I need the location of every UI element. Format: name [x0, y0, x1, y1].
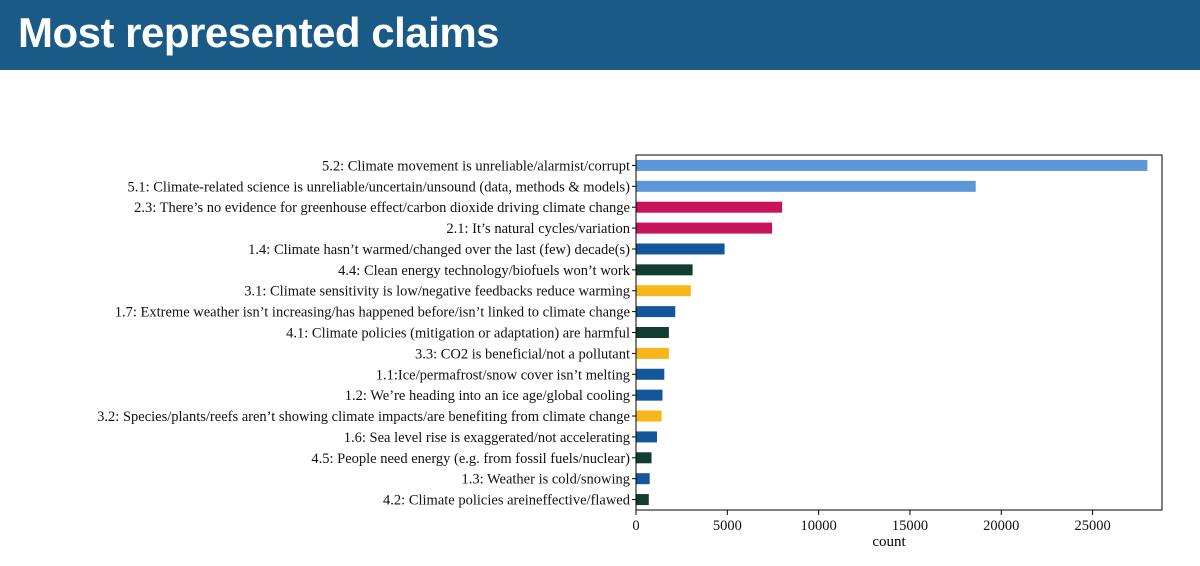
bar [636, 410, 662, 422]
bar [636, 264, 693, 276]
bar [636, 306, 676, 318]
bar [636, 452, 652, 464]
x-tick-label: 0 [632, 518, 639, 534]
category-label: 1.4: Climate hasn’t warmed/changed over … [248, 242, 630, 258]
category-label: 2.1: It’s natural cycles/variation [446, 221, 630, 237]
x-axis: 0 5000 10000 15000 20000 25000 [632, 510, 1111, 534]
category-label: 4.1: Climate policies (mitigation or ada… [286, 326, 630, 342]
bar [636, 201, 783, 213]
bar [636, 347, 669, 359]
category-label: 1.6: Sea level rise is exaggerated/not a… [344, 430, 630, 446]
bar [636, 159, 1148, 171]
category-label: 1.1:Ice/permafrost/snow cover isn’t melt… [376, 367, 630, 383]
x-axis-label: count [872, 534, 906, 550]
x-tick-label: 5000 [713, 518, 742, 534]
category-label: 3.1: Climate sensitivity is low/negative… [244, 284, 630, 300]
bar [636, 431, 658, 443]
bars-group [636, 159, 1148, 506]
category-label: 1.2: We’re heading into an ice age/globa… [345, 388, 630, 404]
category-label: 1.7: Extreme weather isn’t increasing/ha… [115, 305, 630, 321]
category-label: 3.2: Species/plants/reefs aren’t showing… [97, 409, 630, 425]
x-tick-label: 25000 [1074, 518, 1110, 534]
slide-title: Most represented claims [18, 9, 500, 56]
bar [636, 327, 669, 338]
bar [636, 180, 976, 192]
category-label: 5.2: Climate movement is unreliable/alar… [322, 158, 630, 174]
category-label: 4.5: People need energy (e.g. from fossi… [311, 451, 630, 467]
category-label: 4.4: Clean energy technology/biofuels wo… [338, 263, 631, 279]
bar [636, 368, 665, 380]
plot-frame [635, 154, 1163, 511]
category-label: 5.1: Climate-related science is unreliab… [127, 179, 630, 195]
bar [636, 222, 773, 234]
x-tick-label: 15000 [892, 518, 928, 534]
category-label: 2.3: There’s no evidence for greenhouse … [134, 200, 630, 216]
bar [636, 389, 663, 401]
slide-header: Most represented claims [0, 0, 1200, 70]
category-labels-group: 5.2: Climate movement is unreliable/alar… [97, 158, 636, 509]
bar [636, 243, 725, 255]
x-tick-label: 20000 [983, 518, 1019, 534]
bar [636, 473, 650, 485]
bar [636, 285, 691, 297]
bar [636, 494, 649, 506]
category-label: 1.3: Weather is cold/snowing [461, 472, 630, 488]
category-label: 4.2: Climate policies areineffective/fla… [383, 493, 631, 509]
x-tick-label: 10000 [801, 518, 837, 534]
category-label: 3.3: CO2 is beneficial/not a pollutant [415, 346, 630, 362]
